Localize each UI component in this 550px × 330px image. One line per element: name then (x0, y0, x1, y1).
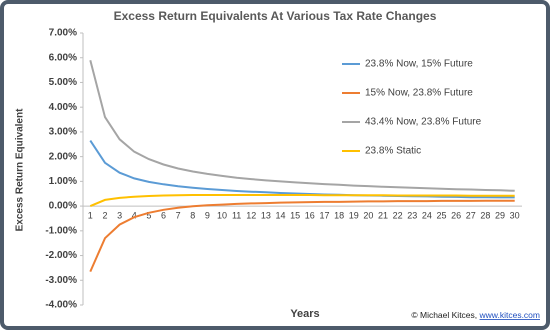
x-tick-label: 30 (510, 210, 520, 220)
x-tick-label: 3 (117, 210, 122, 220)
x-tick-label: 19 (349, 210, 359, 220)
x-tick-label: 8 (190, 210, 195, 220)
x-tick-label: 6 (161, 210, 166, 220)
y-tick-label: -1.00% (45, 225, 77, 236)
x-tick-label: 20 (363, 210, 373, 220)
x-axis-label: Years (290, 308, 319, 320)
y-tick-label: -4.00% (45, 300, 77, 311)
x-tick-label: 2 (102, 210, 107, 220)
y-tick-label: 1.00% (49, 176, 77, 187)
x-tick-label: 27 (466, 210, 476, 220)
credit-text: © Michael Kitces, (411, 310, 477, 320)
x-tick-label: 4 (132, 210, 137, 220)
legend-label: 15% Now, 23.8% Future (365, 88, 473, 99)
credit-link[interactable]: www.kitces.com (479, 310, 540, 320)
x-tick-label: 25 (437, 210, 447, 220)
x-tick-label: 15 (290, 210, 300, 220)
y-tick-label: 7.00% (49, 28, 77, 39)
x-tick-label: 17 (319, 210, 329, 220)
x-tick-label: 26 (451, 210, 461, 220)
x-tick-label: 18 (334, 210, 344, 220)
y-tick-label: 5.00% (49, 77, 77, 88)
series-line (89, 194, 515, 208)
x-tick-label: 14 (276, 210, 286, 220)
legend-label: 43.4% Now, 23.8% Future (365, 117, 482, 128)
x-tick-label: 24 (422, 210, 432, 220)
series-line (89, 140, 515, 199)
y-tick-label: 6.00% (49, 52, 77, 63)
x-tick-label: 7 (176, 210, 181, 220)
x-tick-label: 9 (205, 210, 210, 220)
y-tick-label: 3.00% (49, 127, 77, 138)
x-tick-label: 22 (393, 210, 403, 220)
y-axis-label: Excess Return Equivalent (15, 108, 26, 231)
x-tick-label: 12 (246, 210, 256, 220)
credit: © Michael Kitces, www.kitces.com (411, 310, 540, 320)
legend-label: 23.8% Now, 15% Future (365, 59, 473, 70)
x-tick-label: 13 (261, 210, 271, 220)
y-tick-label: 2.00% (49, 151, 77, 162)
x-tick-label: 10 (217, 210, 227, 220)
x-tick-label: 28 (480, 210, 490, 220)
x-tick-label: 29 (495, 210, 505, 220)
x-tick-label: 1 (88, 210, 93, 220)
x-tick-label: 21 (378, 210, 388, 220)
y-tick-label: 4.00% (49, 102, 77, 113)
legend-label: 23.8% Static (365, 146, 421, 157)
series-line (89, 59, 515, 192)
series-line (89, 199, 515, 273)
x-tick-label: 11 (232, 210, 241, 220)
y-tick-label: -3.00% (45, 275, 77, 286)
x-tick-label: 5 (146, 210, 151, 220)
x-tick-label: 23 (407, 210, 417, 220)
y-tick-label: -2.00% (45, 250, 77, 261)
y-tick-label: 0.00% (49, 201, 77, 212)
x-tick-label: 16 (305, 210, 315, 220)
chart-title: Excess Return Equivalents At Various Tax… (114, 9, 437, 23)
